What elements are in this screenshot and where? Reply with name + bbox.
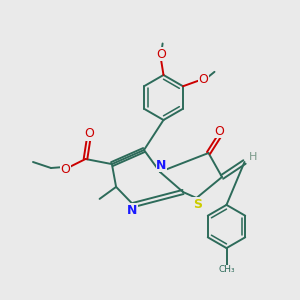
Text: S: S (193, 198, 202, 211)
Text: O: O (198, 74, 208, 86)
Text: CH₃: CH₃ (218, 266, 235, 274)
Text: H: H (249, 152, 258, 163)
Text: O: O (60, 163, 70, 176)
Text: O: O (156, 47, 166, 61)
Text: N: N (156, 159, 167, 172)
Text: O: O (215, 124, 224, 138)
Text: N: N (127, 204, 137, 217)
Text: O: O (85, 127, 94, 140)
